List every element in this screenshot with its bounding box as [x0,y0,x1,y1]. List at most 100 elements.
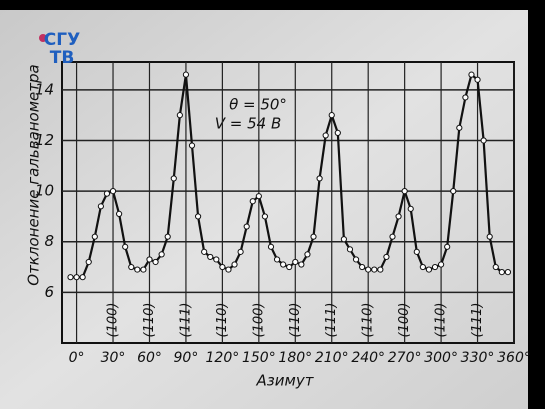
data-point [146,256,153,263]
plane-label: (111) [324,303,339,338]
annotation: θ = 50° [229,96,287,114]
y-tick-label: 12 [35,131,54,149]
data-point [425,266,433,273]
data-point [140,266,147,273]
data-point [431,263,439,271]
data-point [468,71,475,78]
data-point [255,193,262,200]
data-point [73,274,80,281]
data-point [340,236,347,243]
data-point [407,205,414,212]
x-tick-label: 360° [497,350,531,366]
data-point [456,124,463,131]
plane-label: (100) [397,303,412,338]
y-tick-label: 14 [35,80,54,98]
data-point [219,263,226,271]
annotation: V = 54 В [215,115,282,133]
data-point [334,129,341,136]
data-point [201,248,208,255]
y-axis-label: Отклонение гальванометра [25,64,43,285]
plane-label: (110) [142,303,157,338]
data-point [346,246,354,253]
data-point [164,233,171,240]
data-point [116,210,123,217]
plane-label: (110) [361,303,376,338]
data-point [383,253,390,261]
data-point [444,243,451,250]
data-point [316,175,323,182]
data-point [389,233,396,240]
plane-label: (110) [288,303,303,338]
data-point [182,71,190,78]
data-point [243,223,250,230]
data-point [97,203,104,210]
data-point [237,248,244,255]
logo-dot [39,34,47,42]
data-point [292,258,299,266]
logo: ТВ [50,48,75,68]
data-point [261,213,269,220]
data-point [280,261,287,268]
plane-label: (111) [178,303,193,338]
data-point [504,269,512,276]
x-axis-label: Азимут [256,372,315,390]
data-point [176,112,183,119]
data-point [298,261,305,268]
x-tick-label: 300° [424,350,458,366]
data-point [85,258,92,266]
data-point [486,233,493,240]
x-tick-label: 30° [101,350,126,366]
data-point [450,188,457,195]
data-point [109,188,117,195]
data-point [352,256,360,263]
data-point [67,274,74,281]
x-tick-label: 120° [206,350,240,366]
data-point [498,269,505,276]
data-point [152,258,159,266]
x-tick-label: 210° [315,350,349,366]
data-point [158,251,165,258]
data-point [359,263,366,271]
x-tick-label: 240° [351,350,385,366]
logo: СГУ [44,30,80,50]
data-point [462,94,469,101]
data-point [401,188,408,195]
data-point [267,243,275,250]
data-point [310,233,317,240]
data-point [134,266,141,273]
data-point [480,137,487,144]
data-point [188,142,196,149]
data-point [225,266,232,273]
data-point [207,253,214,261]
data-point [304,251,311,258]
data-point [213,256,220,263]
data-point [249,198,256,205]
data-point [365,266,372,273]
y-tick-label: 8 [44,232,54,250]
data-point [413,248,420,255]
data-point [328,112,335,119]
x-tick-label: 0° [69,350,85,366]
plane-label: (111) [470,303,485,338]
x-tick-label: 60° [137,350,162,366]
data-point [395,213,402,220]
data-point [170,175,177,182]
data-point [322,132,329,139]
y-tick-label: 6 [44,283,54,301]
data-point [377,266,384,273]
data-point [103,190,111,197]
data-point [419,263,426,271]
x-tick-label: 180° [278,350,312,366]
data-point [286,263,293,271]
data-point [273,256,281,263]
data-point [194,213,202,220]
plane-label: (110) [215,303,230,338]
plane-label: (100) [106,303,121,338]
x-tick-label: 270° [388,350,422,366]
data-point [437,261,445,268]
data-point [91,233,98,240]
x-tick-label: 330° [461,350,495,366]
x-tick-label: 150° [242,350,276,366]
